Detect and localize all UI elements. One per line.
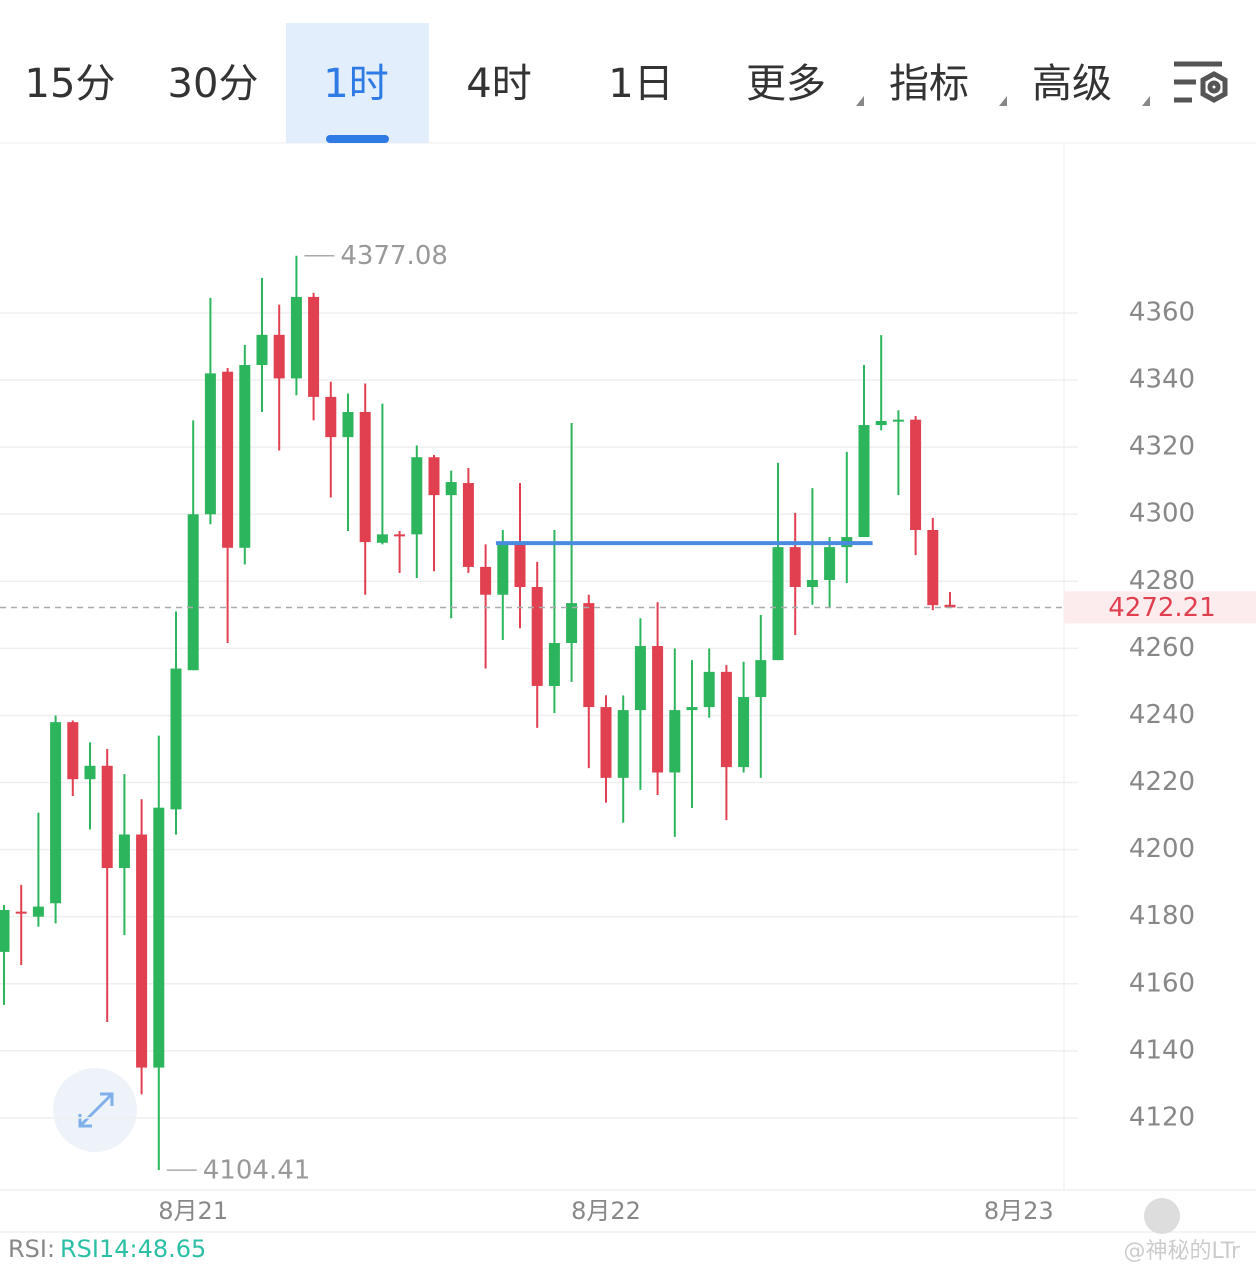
candle-body — [652, 646, 664, 773]
candle-body — [531, 587, 543, 686]
tab[interactable]: 指标 — [889, 61, 969, 107]
candle-body — [892, 419, 904, 422]
rsi-name: RSI: — [8, 1235, 55, 1263]
candle-body — [583, 603, 595, 708]
candle-body — [738, 697, 750, 768]
y-tick-label: 4240 — [1129, 700, 1195, 730]
candle-body — [394, 534, 406, 537]
candle-body — [376, 534, 388, 543]
candle-body — [187, 514, 199, 671]
candle-body — [858, 425, 870, 538]
candle-body — [273, 334, 285, 379]
candle-body — [308, 296, 320, 397]
y-tick-label: 4140 — [1129, 1035, 1195, 1065]
tab[interactable]: 更多 — [746, 61, 826, 107]
candle-body — [772, 547, 784, 661]
candle-body — [32, 906, 44, 917]
last-price-label: 4272.21 — [1108, 593, 1216, 623]
y-tick-label: 4260 — [1129, 633, 1195, 663]
toolbar — [0, 0, 1256, 143]
y-tick-label: 4180 — [1129, 901, 1195, 931]
tab-highlight — [286, 23, 429, 143]
candle-body — [84, 765, 96, 780]
candle-body — [67, 722, 79, 780]
candle-body — [15, 911, 27, 914]
rsi-value: RSI14:48.65 — [60, 1235, 206, 1263]
tab-underline — [326, 135, 389, 143]
candle-body — [359, 411, 371, 543]
dropdown-arrow — [999, 96, 1007, 106]
candle-body — [875, 421, 887, 426]
x-tick-label: 8月21 — [158, 1197, 228, 1225]
candle-body — [153, 807, 165, 1068]
candle-body — [204, 373, 216, 515]
y-tick-label: 4340 — [1129, 365, 1195, 395]
candle-body — [445, 482, 457, 496]
candle-body — [720, 671, 732, 768]
candle-body — [342, 411, 354, 438]
candle-body — [548, 643, 560, 686]
candle-body — [927, 530, 939, 606]
candle-body — [136, 834, 148, 1068]
candle-body — [170, 668, 182, 810]
candle-body — [222, 371, 234, 548]
watermark: @神秘的LTr — [1124, 1239, 1241, 1264]
candle-body — [600, 707, 612, 778]
candle-body — [514, 544, 526, 588]
candle-body — [0, 909, 10, 952]
low-label: 4104.41 — [203, 1156, 311, 1186]
tab[interactable]: 30分 — [168, 61, 259, 107]
logo — [1144, 1198, 1180, 1234]
tab[interactable]: 1时 — [323, 61, 388, 107]
candle-body — [239, 365, 251, 548]
y-tick-label: 4220 — [1129, 767, 1195, 797]
tab[interactable]: 15分 — [25, 61, 116, 107]
tab[interactable]: 高级 — [1032, 61, 1112, 107]
y-tick-label: 4120 — [1129, 1102, 1195, 1132]
y-tick-label: 4160 — [1129, 968, 1195, 998]
candle-body — [290, 296, 302, 379]
candle-body — [497, 544, 509, 595]
candle-body — [634, 646, 646, 711]
candle-body — [755, 660, 767, 698]
x-tick-label: 8月22 — [571, 1197, 641, 1225]
settings-icon[interactable] — [1174, 61, 1228, 103]
candle-body — [944, 604, 956, 608]
candle-body — [118, 834, 130, 869]
y-tick-label: 4200 — [1129, 834, 1195, 864]
y-tick-label: 4300 — [1129, 499, 1195, 529]
candle-body — [411, 457, 423, 535]
candle-body — [789, 547, 801, 588]
candle-body — [824, 547, 836, 580]
candle-body — [480, 566, 492, 595]
candle-body — [428, 457, 440, 496]
candle-body — [566, 603, 578, 644]
candle-body — [686, 707, 698, 711]
tab[interactable]: 4时 — [466, 61, 531, 107]
y-tick-label: 4320 — [1129, 432, 1195, 462]
candle-body — [669, 710, 681, 773]
candle-body — [617, 710, 629, 778]
candle-body — [462, 483, 474, 567]
candle-body — [910, 419, 922, 531]
candle-body — [256, 334, 268, 366]
candle-body — [806, 579, 818, 588]
y-tick-label: 4360 — [1129, 298, 1195, 328]
tab[interactable]: 1日 — [608, 61, 673, 107]
high-label: 4377.08 — [340, 241, 448, 271]
candle-body — [50, 722, 62, 904]
candle-body — [703, 671, 715, 708]
candle-body — [101, 765, 113, 869]
candle-body — [325, 396, 337, 438]
x-tick-label: 8月23 — [984, 1197, 1054, 1225]
y-tick-label: 4280 — [1129, 566, 1195, 596]
dropdown-arrow — [1142, 96, 1150, 106]
last-price-box — [1064, 591, 1256, 624]
dropdown-arrow — [856, 96, 864, 106]
